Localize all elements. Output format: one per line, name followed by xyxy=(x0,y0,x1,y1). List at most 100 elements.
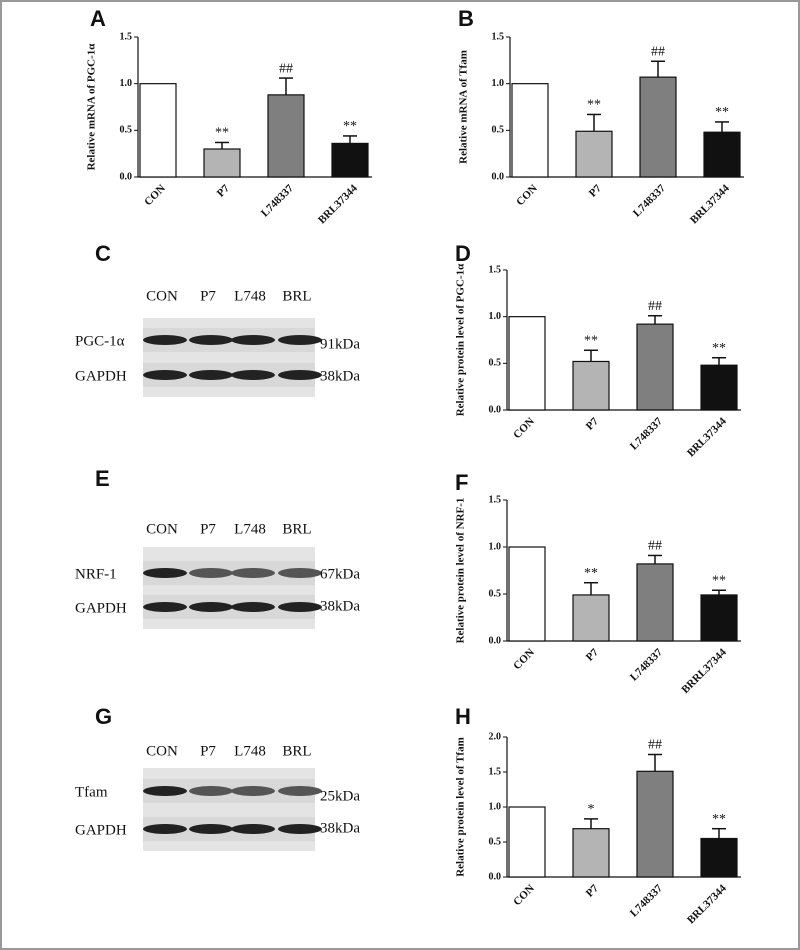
lane-label: BRL xyxy=(282,521,311,537)
bar xyxy=(139,83,177,178)
band xyxy=(143,602,187,612)
size-label: 38kDa xyxy=(320,368,360,384)
panel-letter: C xyxy=(95,241,111,266)
bar xyxy=(636,323,674,411)
bar xyxy=(572,828,610,878)
y-tick-label: 0.5 xyxy=(489,358,502,369)
band xyxy=(189,824,233,834)
bar xyxy=(700,837,738,878)
bar xyxy=(508,316,546,411)
annotation: ** xyxy=(215,126,229,141)
annotation: ## xyxy=(651,44,665,59)
y-tick-label: 2.0 xyxy=(489,731,502,742)
lane-label: CON xyxy=(146,521,178,537)
size-label: 91kDa xyxy=(320,336,360,352)
y-tick-label: 1.0 xyxy=(489,801,502,812)
band xyxy=(143,824,187,834)
y-axis-label: Relative mRNA of PGC-1α xyxy=(86,43,98,171)
band xyxy=(231,602,275,612)
band xyxy=(278,335,322,345)
annotation: ** xyxy=(587,98,601,113)
band xyxy=(189,786,233,796)
bar xyxy=(508,806,546,878)
y-tick-label: 0.0 xyxy=(489,871,502,882)
band xyxy=(278,786,322,796)
bar xyxy=(203,148,241,178)
y-axis-label: Relative protein level of NRF-1 xyxy=(455,498,467,644)
bar xyxy=(700,594,738,642)
y-tick-label: 0.5 xyxy=(492,125,505,136)
band xyxy=(231,786,275,796)
annotation: ** xyxy=(712,812,726,827)
bar xyxy=(700,364,738,411)
y-tick-label: 0.0 xyxy=(489,404,502,415)
annotation: ## xyxy=(648,299,662,314)
y-axis-label: Relative mRNA of Tfam xyxy=(458,50,470,164)
bar xyxy=(267,94,305,178)
band xyxy=(278,370,322,380)
band xyxy=(143,568,187,578)
lane-label: CON xyxy=(146,743,178,759)
lane-label: L748 xyxy=(234,288,266,304)
band xyxy=(189,568,233,578)
lane-label: L748 xyxy=(234,743,266,759)
size-label: 25kDa xyxy=(320,788,360,804)
annotation: ** xyxy=(712,573,726,588)
bar xyxy=(575,130,613,178)
annotation: ** xyxy=(715,105,729,120)
band xyxy=(231,568,275,578)
panel-letter: A xyxy=(90,6,106,31)
panel-letter: G xyxy=(95,704,112,729)
y-tick-label: 1.0 xyxy=(120,78,133,89)
y-tick-label: 0.5 xyxy=(120,125,133,136)
annotation: ** xyxy=(584,333,598,348)
bar xyxy=(636,563,674,642)
band xyxy=(189,335,233,345)
annotation: ** xyxy=(584,566,598,581)
band xyxy=(231,824,275,834)
band xyxy=(278,602,322,612)
lane-label: BRL xyxy=(282,288,311,304)
row-label: Tfam xyxy=(75,784,108,800)
annotation: ## xyxy=(279,61,293,76)
row-label: GAPDH xyxy=(75,368,127,384)
row-label: NRF-1 xyxy=(75,566,117,582)
panel-letter: H xyxy=(455,704,471,729)
band xyxy=(143,786,187,796)
band xyxy=(231,370,275,380)
y-tick-label: 0.5 xyxy=(489,836,502,847)
y-axis-label: Relative protein level of PGC-1α xyxy=(455,263,467,416)
band xyxy=(278,824,322,834)
y-tick-label: 0.0 xyxy=(120,171,133,182)
annotation: ## xyxy=(648,539,662,554)
y-tick-label: 1.0 xyxy=(489,311,502,322)
bar xyxy=(508,546,546,642)
y-tick-label: 1.5 xyxy=(489,766,502,777)
size-label: 67kDa xyxy=(320,566,360,582)
lane-label: P7 xyxy=(200,288,216,304)
y-tick-label: 1.0 xyxy=(492,78,505,89)
panel-letter: D xyxy=(455,241,471,266)
bar xyxy=(636,770,674,878)
lane-label: P7 xyxy=(200,521,216,537)
row-label: PGC-1α xyxy=(75,333,125,349)
band xyxy=(189,602,233,612)
annotation: ** xyxy=(712,341,726,356)
y-tick-label: 0.0 xyxy=(489,635,502,646)
annotation: ** xyxy=(343,119,357,134)
band xyxy=(143,335,187,345)
bar xyxy=(572,594,610,642)
lane-label: L748 xyxy=(234,521,266,537)
row-label: GAPDH xyxy=(75,600,127,616)
band xyxy=(143,370,187,380)
y-tick-label: 1.5 xyxy=(489,264,502,275)
y-tick-label: 1.5 xyxy=(492,31,505,42)
size-label: 38kDa xyxy=(320,820,360,836)
bar xyxy=(511,83,549,178)
y-tick-label: 1.5 xyxy=(120,31,133,42)
panel-letter: F xyxy=(455,470,468,495)
bar xyxy=(572,360,610,411)
bar xyxy=(703,131,741,178)
